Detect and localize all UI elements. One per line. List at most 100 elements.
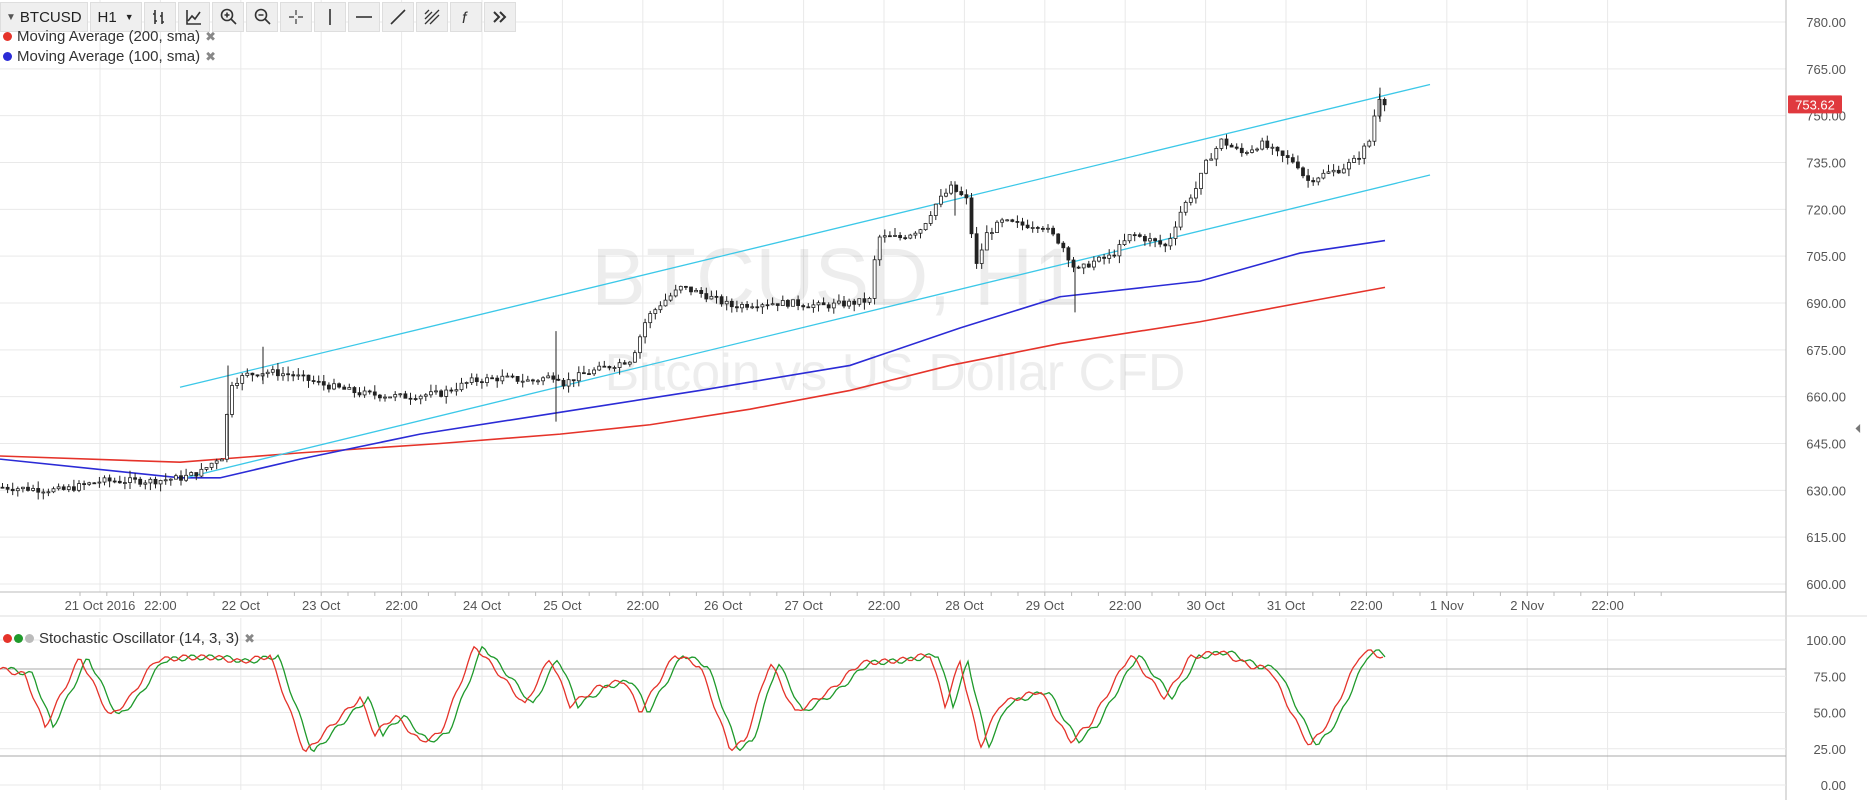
legend-stochastic: Stochastic Oscillator (14, 3, 3) ✖ [3, 630, 255, 647]
symbol-button[interactable]: ▼ BTCUSD [0, 2, 88, 32]
chevron-down-icon: ▼ [124, 12, 134, 22]
candle-body [490, 377, 495, 380]
time-tick-label: 31 Oct [1267, 598, 1306, 613]
candle-body [597, 365, 602, 371]
candle-body [158, 480, 163, 485]
candle-body [877, 236, 882, 261]
close-icon[interactable]: ✖ [205, 28, 217, 44]
candle-body [1025, 224, 1030, 229]
interval-button[interactable]: H1 ▼ [89, 2, 142, 32]
candle-body [505, 375, 510, 378]
candle-body [265, 371, 270, 375]
candle-body [189, 472, 194, 476]
toolbar-icons: f [143, 2, 516, 32]
candle-body [1239, 147, 1244, 154]
legend-ma200: Moving Average (200, sma) ✖ [3, 28, 216, 45]
candle-body [1229, 144, 1234, 148]
candle-body [291, 374, 296, 377]
candle-body [1255, 148, 1259, 151]
candle-body [469, 377, 474, 383]
candle-body [1051, 227, 1055, 235]
candle-body [719, 296, 724, 305]
candle-body [1127, 234, 1132, 242]
candle-body [1296, 161, 1300, 169]
candle-body [10, 488, 15, 492]
candle-body [821, 302, 826, 306]
crosshair-button[interactable] [279, 2, 312, 32]
candle-body [123, 482, 127, 484]
zoom-in-button[interactable] [211, 2, 244, 32]
price-tick-label: 720.00 [1806, 202, 1846, 217]
time-tick-label: 27 Oct [784, 598, 823, 613]
time-tick-label: 22:00 [1350, 598, 1383, 613]
trend-line-button[interactable] [381, 2, 414, 32]
stoch-tick-label: 25.00 [1813, 742, 1846, 757]
candle-body [882, 235, 887, 238]
candle-body [1066, 247, 1071, 261]
candle-body [1306, 175, 1310, 181]
function-button[interactable]: f [449, 2, 482, 32]
close-icon[interactable]: ✖ [205, 48, 217, 64]
candle-body [168, 478, 173, 481]
candle-body [750, 306, 755, 309]
price-tick-label: 600.00 [1806, 577, 1846, 592]
candle-body [377, 394, 382, 399]
candle-body [862, 298, 867, 303]
channel-lower-line [184, 174, 1431, 479]
candle-body [1102, 256, 1106, 259]
candle-body [699, 290, 704, 294]
indicators-button[interactable] [177, 2, 210, 32]
bar-style-icon [152, 10, 164, 24]
candle-body [607, 366, 612, 369]
horizontal-line-button[interactable] [347, 2, 380, 32]
price-tick-label: 690.00 [1806, 296, 1846, 311]
candle-body [847, 300, 851, 307]
interval-label: H1 [97, 8, 117, 26]
candle-body [459, 382, 464, 391]
stoch-d-line [7, 645, 1386, 753]
candle-body [908, 234, 913, 239]
candle-body [219, 458, 224, 462]
candle-body [1173, 226, 1178, 239]
close-icon[interactable]: ✖ [244, 630, 255, 646]
candle-body [51, 488, 56, 493]
stoch-tick-label: 50.00 [1813, 706, 1846, 721]
candle-body [56, 486, 61, 490]
stoch-d-dot [14, 634, 23, 643]
candle-body [1010, 219, 1015, 222]
candle-body [61, 486, 66, 490]
zoom-out-button[interactable] [245, 2, 278, 32]
candle-body [1214, 148, 1219, 160]
candle-body [801, 305, 806, 308]
vertical-line-button[interactable] [313, 2, 346, 32]
candle-body [41, 491, 46, 494]
candle-body [15, 488, 20, 492]
fib-tool-button[interactable] [415, 2, 448, 32]
candle-body [464, 382, 469, 384]
candle-body [301, 374, 306, 377]
candle-body [485, 377, 489, 383]
candle-body [148, 478, 153, 484]
candle-body [1081, 263, 1086, 269]
candle-body [393, 394, 398, 398]
candle-body [857, 298, 862, 305]
candle-body [617, 362, 622, 368]
candle-body [663, 299, 668, 307]
candle-body [1362, 145, 1367, 159]
stoch-tick-label: 100.00 [1806, 633, 1846, 648]
candle-body [678, 285, 683, 291]
candle-body [602, 365, 607, 368]
candle-body [913, 232, 918, 236]
more-button[interactable] [483, 2, 516, 32]
candle-body [729, 300, 734, 308]
ma200-label: Moving Average (200, sma) [17, 28, 201, 45]
candle-body [969, 197, 974, 235]
candle-body [128, 477, 132, 483]
candle-body [454, 389, 459, 392]
candle-body [1061, 242, 1066, 249]
candle-body [92, 482, 97, 485]
time-tick-label: 24 Oct [463, 598, 502, 613]
bar-style-button[interactable] [143, 2, 176, 32]
stoch-level-dot [25, 634, 34, 643]
